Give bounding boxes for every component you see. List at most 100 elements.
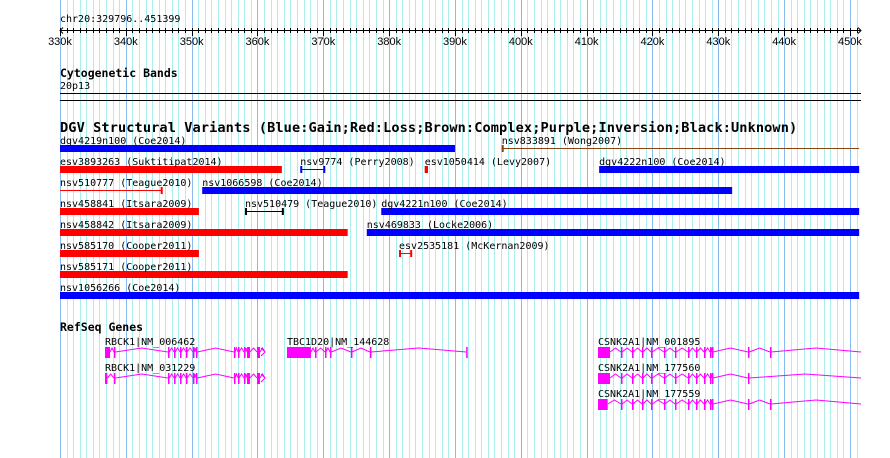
gene-exon xyxy=(257,373,260,384)
gene-intron xyxy=(109,346,115,353)
gene-exon-tick xyxy=(243,347,246,358)
gene-exon-tick xyxy=(350,347,353,358)
refseq-track-title[interactable]: RefSeq Genes xyxy=(60,320,144,334)
gene-exon-tick xyxy=(192,373,195,384)
gene-intron xyxy=(371,347,467,353)
gene-exon-tick xyxy=(695,373,698,384)
cytoband-label: 20p13 xyxy=(60,81,91,92)
gene-exon-tick xyxy=(174,347,176,358)
variant-end-tick xyxy=(244,208,247,215)
gene-intron xyxy=(710,373,713,379)
ruler-position-label: chr20:329796..451399 xyxy=(60,14,181,25)
variant-label[interactable]: nsv9774 (Perry2008) xyxy=(300,157,415,168)
gene-exon-tick xyxy=(631,399,634,410)
gene-exon-tick xyxy=(674,399,677,410)
dgv-track-title[interactable]: DGV Structural Variants (Blue:Gain;Red:L… xyxy=(60,120,798,136)
variant-end-tick xyxy=(501,145,504,152)
gene-intron xyxy=(621,347,633,353)
gene-intron xyxy=(621,373,633,379)
gene-exon-tick xyxy=(168,347,170,358)
gene-exon xyxy=(247,373,250,384)
gene-exon-tick xyxy=(192,347,195,358)
gene-exon-tick xyxy=(704,347,706,358)
variant-end-tick xyxy=(300,166,303,173)
variant-label[interactable]: nsv1056266 (Coe2014) xyxy=(60,283,181,294)
gene-exon-tick xyxy=(704,373,706,384)
gene-intron xyxy=(174,347,181,353)
gene-intron xyxy=(174,373,181,379)
gene-intron xyxy=(710,399,713,405)
gene-label[interactable]: TBC1D20|NM_144628 xyxy=(286,337,390,348)
variant-label[interactable]: esv1050414 (Levy2007) xyxy=(424,157,552,168)
dgv-variants xyxy=(60,145,860,299)
variant-bar xyxy=(599,166,860,173)
gene-intron xyxy=(642,347,652,353)
variant-label[interactable]: nsv585170 (Cooper2011) xyxy=(60,241,193,252)
gene-intron xyxy=(197,347,235,353)
gene-intron xyxy=(712,373,749,379)
gene-exon xyxy=(598,373,611,384)
gene-intron xyxy=(621,399,633,405)
gene-intron xyxy=(180,373,187,379)
gene-exon xyxy=(257,347,260,358)
gene-exon-tick xyxy=(238,347,240,358)
gene-intron xyxy=(688,347,697,353)
variant-label[interactable]: dgv4221n100 (Coe2014) xyxy=(381,199,508,210)
gene-intron xyxy=(197,373,235,379)
variant-label[interactable]: nsv458842 (Itsara2009) xyxy=(60,220,193,231)
variant-label[interactable]: nsv458841 (Itsara2009) xyxy=(60,199,193,210)
variant-label[interactable]: nsv1066598 (Coe2014) xyxy=(202,178,323,189)
variant-bar xyxy=(60,229,348,236)
gene-exon-tick xyxy=(233,347,236,358)
variant-label[interactable]: dgv4219n100 (Coe2014) xyxy=(60,136,187,147)
gene-label[interactable]: CSNK2A1|NM_177560 xyxy=(598,363,701,374)
gene-exon-tick xyxy=(747,373,750,384)
gene-exon-tick xyxy=(674,347,677,358)
variant-end-tick xyxy=(410,250,413,257)
gene-exon-tick xyxy=(185,373,188,384)
gene-exon-tick xyxy=(174,373,176,384)
gene-exon-tick xyxy=(710,399,712,410)
gene-intron xyxy=(642,399,652,405)
gene-intron xyxy=(193,373,197,379)
gene-intron xyxy=(325,346,331,353)
gene-intron xyxy=(749,399,771,405)
gene-exon-tick xyxy=(747,347,750,358)
variant-label[interactable]: nsv510777 (Teague2010) xyxy=(60,178,193,189)
gene-exon xyxy=(105,347,111,358)
variant-bar xyxy=(381,208,860,215)
gene-intron xyxy=(609,347,622,353)
gene-exon-tick xyxy=(651,373,653,384)
gene-label[interactable]: RBCK1|NM_006462 xyxy=(105,337,196,348)
gene-intron xyxy=(180,347,187,353)
variant-label[interactable]: dgv4222n100 (Coe2014) xyxy=(599,157,726,168)
gene-exon-tick xyxy=(663,373,666,384)
variant-label[interactable]: esv2535181 (McKernan2009) xyxy=(399,241,550,252)
variant-label[interactable]: nsv833891 (Wong2007) xyxy=(501,136,623,147)
cytoband-track-title[interactable]: Cytogenetic Bands xyxy=(60,66,178,80)
gene-label[interactable]: CSNK2A1|NM_177559 xyxy=(598,389,701,400)
gene-label[interactable]: CSNK2A1|NM_001895 xyxy=(598,337,701,348)
gene-exon-tick xyxy=(642,373,644,384)
gene-intron xyxy=(651,347,665,353)
gene-intron xyxy=(664,347,676,353)
gene-exon-tick xyxy=(769,399,772,410)
variant-label[interactable]: esv3893263 (Suktitipat2014) xyxy=(60,157,223,168)
variant-bar xyxy=(60,271,348,278)
strand-arrow-icon xyxy=(260,347,266,357)
ruler-tick-label: 330k xyxy=(48,36,72,48)
gene-exon-tick xyxy=(747,399,750,410)
gene-label[interactable]: RBCK1|NM_031229 xyxy=(105,363,196,374)
gene-exon xyxy=(598,347,611,358)
variant-label[interactable]: nsv469833 (Locke2006) xyxy=(366,220,494,231)
variant-label[interactable]: nsv585171 (Cooper2011) xyxy=(60,262,193,273)
gene-intron xyxy=(238,373,245,379)
ruler-tick-label: 450k xyxy=(838,36,862,48)
strand-arrow-icon xyxy=(260,373,266,383)
gene-intron xyxy=(632,347,643,353)
variant-label[interactable]: nsv510479 (Teague2010) xyxy=(244,199,378,210)
gene-exon-tick xyxy=(631,347,634,358)
variant-bar xyxy=(60,250,199,257)
gene-intron xyxy=(609,373,622,379)
gene-intron xyxy=(770,347,862,353)
